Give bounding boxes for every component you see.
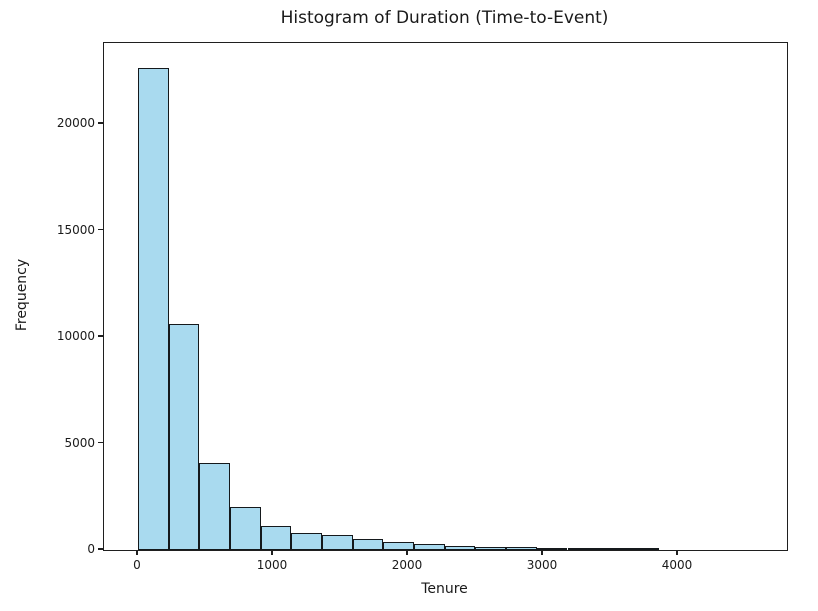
y-axis-tick-mark <box>98 441 103 444</box>
y-axis-tick-label: 20000 <box>56 115 95 130</box>
histogram-bar <box>628 547 660 550</box>
x-axis-tick-label: 0 <box>133 558 141 572</box>
y-axis-tick-label: 15000 <box>56 222 95 237</box>
histogram-bar <box>230 507 261 550</box>
y-axis-tick-mark <box>98 548 103 550</box>
histogram-bar <box>199 462 231 550</box>
histogram-bar <box>506 546 537 550</box>
histogram-bar <box>352 538 384 550</box>
y-axis-tick-label: 10000 <box>56 329 95 343</box>
histogram-bar <box>444 546 476 550</box>
x-axis-tick-mark <box>271 550 273 556</box>
y-axis-label: Frequency <box>14 258 30 332</box>
histogram-bar <box>168 324 200 550</box>
x-axis-tick-mark <box>541 550 543 556</box>
x-axis-tick-mark <box>676 550 678 556</box>
y-axis-tick-label: 0 <box>87 542 95 556</box>
x-axis-tick-label: 2000 <box>391 558 423 572</box>
x-axis-tick-label: 1000 <box>256 558 288 572</box>
histogram-bar <box>260 525 292 550</box>
chart-title: Histogram of Duration (Time-to-Event) <box>280 8 609 28</box>
x-axis-tick-mark <box>406 550 408 556</box>
x-axis-tick-label: 4000 <box>661 558 693 572</box>
histogram-bar <box>475 546 507 550</box>
x-axis-label: Tenure <box>421 581 468 597</box>
y-axis-tick-mark <box>98 122 103 124</box>
plot-area <box>103 42 788 551</box>
histogram-bar <box>383 541 415 550</box>
y-axis-tick-mark <box>98 335 103 337</box>
histogram-bar <box>598 547 629 550</box>
y-axis-tick-mark <box>98 228 103 231</box>
histogram-bar <box>291 533 323 550</box>
histogram-bar <box>567 547 599 550</box>
histogram-bar <box>414 543 445 550</box>
y-axis-tick-label: 5000 <box>64 435 95 450</box>
histogram-bar <box>322 535 353 550</box>
x-axis-tick-label: 3000 <box>526 558 558 572</box>
histogram-bar <box>138 67 169 550</box>
x-axis-tick-mark <box>136 550 138 556</box>
histogram-bar <box>536 547 568 550</box>
